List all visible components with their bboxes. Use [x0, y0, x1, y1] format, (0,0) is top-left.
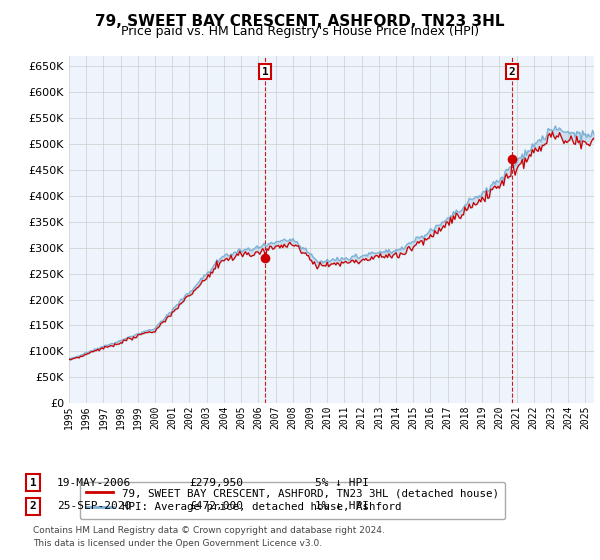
Text: £472,000: £472,000: [189, 501, 243, 511]
Text: 1: 1: [29, 478, 37, 488]
Text: 1% ↓ HPI: 1% ↓ HPI: [315, 501, 369, 511]
Text: 19-MAY-2006: 19-MAY-2006: [57, 478, 131, 488]
Text: 25-SEP-2020: 25-SEP-2020: [57, 501, 131, 511]
Legend: 79, SWEET BAY CRESCENT, ASHFORD, TN23 3HL (detached house), HPI: Average price, : 79, SWEET BAY CRESCENT, ASHFORD, TN23 3H…: [80, 482, 505, 519]
Text: Price paid vs. HM Land Registry's House Price Index (HPI): Price paid vs. HM Land Registry's House …: [121, 25, 479, 38]
Text: £279,950: £279,950: [189, 478, 243, 488]
Text: 2: 2: [509, 67, 515, 77]
Text: 5% ↓ HPI: 5% ↓ HPI: [315, 478, 369, 488]
Text: 79, SWEET BAY CRESCENT, ASHFORD, TN23 3HL: 79, SWEET BAY CRESCENT, ASHFORD, TN23 3H…: [95, 14, 505, 29]
Text: 1: 1: [262, 67, 268, 77]
Text: This data is licensed under the Open Government Licence v3.0.: This data is licensed under the Open Gov…: [33, 539, 322, 548]
Text: Contains HM Land Registry data © Crown copyright and database right 2024.: Contains HM Land Registry data © Crown c…: [33, 526, 385, 535]
Text: 2: 2: [29, 501, 37, 511]
